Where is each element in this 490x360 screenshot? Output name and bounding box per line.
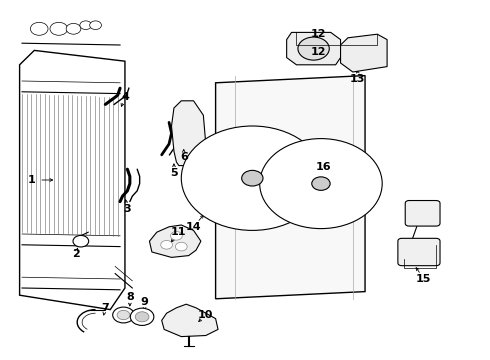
Text: 4: 4 bbox=[121, 92, 129, 102]
Text: 3: 3 bbox=[123, 204, 131, 214]
Circle shape bbox=[117, 310, 130, 320]
Polygon shape bbox=[265, 145, 305, 178]
Polygon shape bbox=[162, 304, 218, 337]
Text: 10: 10 bbox=[198, 310, 214, 320]
Polygon shape bbox=[191, 157, 246, 171]
Polygon shape bbox=[243, 186, 269, 225]
Circle shape bbox=[260, 139, 382, 229]
Circle shape bbox=[90, 21, 101, 30]
Polygon shape bbox=[341, 34, 387, 72]
Text: 1: 1 bbox=[28, 175, 36, 185]
Polygon shape bbox=[172, 101, 206, 166]
FancyBboxPatch shape bbox=[405, 201, 440, 226]
Text: 6: 6 bbox=[180, 152, 188, 162]
Circle shape bbox=[113, 307, 134, 323]
Circle shape bbox=[66, 23, 81, 34]
Circle shape bbox=[161, 240, 172, 249]
Text: 9: 9 bbox=[141, 297, 148, 307]
Polygon shape bbox=[329, 182, 375, 194]
Polygon shape bbox=[259, 185, 314, 199]
Text: 12: 12 bbox=[311, 29, 326, 39]
Text: 12: 12 bbox=[311, 47, 326, 57]
Circle shape bbox=[181, 126, 323, 230]
Text: 16: 16 bbox=[316, 162, 331, 172]
Circle shape bbox=[175, 242, 187, 251]
Polygon shape bbox=[149, 225, 201, 257]
Text: 7: 7 bbox=[101, 303, 109, 313]
Text: 5: 5 bbox=[170, 168, 178, 178]
Circle shape bbox=[135, 312, 149, 322]
Polygon shape bbox=[216, 76, 365, 299]
Polygon shape bbox=[236, 131, 262, 170]
Polygon shape bbox=[318, 192, 349, 220]
Text: 15: 15 bbox=[416, 274, 432, 284]
Text: 2: 2 bbox=[72, 249, 80, 259]
Polygon shape bbox=[288, 186, 311, 219]
Circle shape bbox=[30, 22, 48, 35]
Polygon shape bbox=[293, 147, 323, 176]
Circle shape bbox=[298, 37, 329, 60]
Circle shape bbox=[242, 170, 263, 186]
FancyBboxPatch shape bbox=[398, 238, 440, 266]
Circle shape bbox=[50, 22, 68, 35]
Circle shape bbox=[312, 177, 330, 190]
Circle shape bbox=[171, 231, 182, 240]
Text: 13: 13 bbox=[350, 74, 366, 84]
Text: 8: 8 bbox=[126, 292, 134, 302]
Circle shape bbox=[130, 308, 154, 325]
Polygon shape bbox=[287, 32, 341, 65]
Text: 14: 14 bbox=[186, 222, 201, 232]
Polygon shape bbox=[331, 149, 354, 181]
Polygon shape bbox=[267, 173, 313, 185]
Circle shape bbox=[80, 21, 92, 30]
Polygon shape bbox=[199, 178, 240, 211]
Text: 11: 11 bbox=[171, 227, 187, 237]
Circle shape bbox=[73, 235, 89, 247]
Polygon shape bbox=[20, 50, 125, 310]
